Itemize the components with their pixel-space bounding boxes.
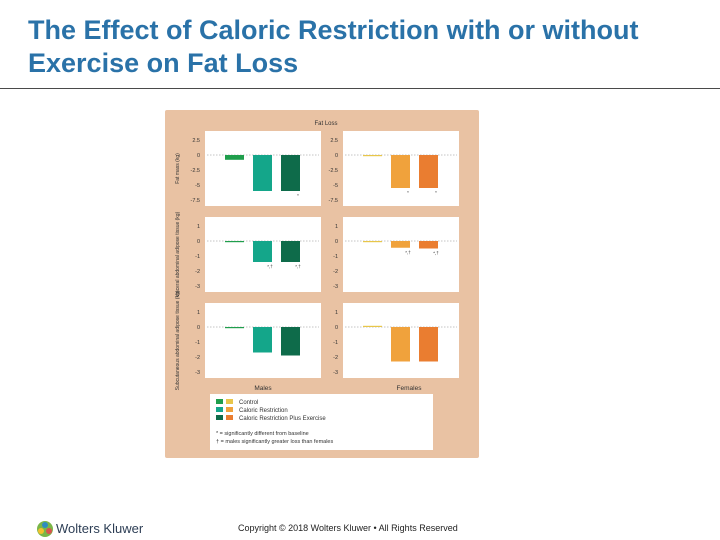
bar-females-row-1-caloric-restriction-plus-exercise bbox=[419, 241, 438, 249]
bar-females-row-2-caloric-restriction bbox=[391, 327, 410, 362]
ytick-males-row-2-0: 1 bbox=[197, 310, 200, 316]
bar-females-row-2-caloric-restriction-plus-exercise bbox=[419, 327, 438, 362]
ytick-females-row-1-3: -2 bbox=[333, 269, 338, 275]
legend-box bbox=[210, 394, 433, 450]
chart-title: Fat Loss bbox=[314, 121, 337, 127]
bar-females-row-1-caloric-restriction bbox=[391, 241, 410, 248]
bar-females-row-0-caloric-restriction-plus-exercise bbox=[419, 155, 438, 188]
legend-swatch-female-2 bbox=[226, 415, 233, 420]
group-label-males: Males bbox=[254, 385, 272, 392]
row-2-ylabel: Subcutaneous abdominal adipose tissue (k… bbox=[175, 290, 181, 390]
ytick-females-row-2-0: 1 bbox=[335, 310, 338, 316]
ytick-females-row-2-2: -1 bbox=[333, 340, 338, 346]
ytick-males-row-1-1: 0 bbox=[197, 239, 200, 245]
mark-females-row-1-2: *,† bbox=[433, 251, 439, 256]
mark-males-row-1-2: *,† bbox=[295, 264, 301, 269]
ytick-females-row-0-4: -7.5 bbox=[329, 198, 338, 204]
wolters-kluwer-logo-icon bbox=[37, 521, 53, 537]
row-0-ylabel: Fat mass (kg) bbox=[175, 153, 181, 184]
bar-males-row-0-caloric-restriction-plus-exercise bbox=[281, 155, 300, 191]
ytick-females-row-1-1: 0 bbox=[335, 239, 338, 245]
legend-swatch-male-2 bbox=[216, 415, 223, 420]
ytick-females-row-0-2: -2.5 bbox=[329, 168, 338, 174]
ytick-males-row-2-1: 0 bbox=[197, 325, 200, 331]
mark-males-row-0-2: * bbox=[297, 193, 299, 198]
bar-females-row-0-control bbox=[363, 155, 382, 157]
legend-note-1: † = males significantly greater loss tha… bbox=[216, 439, 333, 445]
legend-label-0: Control bbox=[239, 400, 258, 406]
fat-loss-chart: Fat Loss Fat mass (kg) 2.5 0 -2.5 -5 -7.5 * 2.5 0… bbox=[175, 121, 459, 450]
ytick-males-row-2-2: -1 bbox=[195, 340, 200, 346]
bar-males-row-2-control bbox=[225, 327, 244, 329]
ytick-females-row-2-1: 0 bbox=[335, 325, 338, 331]
bar-females-row-2-control bbox=[363, 325, 382, 327]
ytick-males-row-1-2: -1 bbox=[195, 254, 200, 260]
mark-males-row-1-1: *,† bbox=[267, 264, 273, 269]
ytick-males-row-0-3: -5 bbox=[195, 183, 200, 189]
ytick-males-row-2-4: -3 bbox=[195, 370, 200, 376]
ytick-males-row-2-3: -2 bbox=[195, 355, 200, 361]
bar-males-row-2-caloric-restriction bbox=[253, 327, 272, 353]
legend-swatch-female-1 bbox=[226, 407, 233, 412]
panel-females-row-1 bbox=[343, 217, 459, 292]
copyright-footer: Copyright © 2018 Wolters Kluwer • All Ri… bbox=[238, 523, 458, 533]
ytick-females-row-0-1: 0 bbox=[335, 153, 338, 159]
fat-loss-figure: Fat Loss Fat mass (kg) 2.5 0 -2.5 -5 -7.5 * 2.5 0… bbox=[165, 110, 479, 458]
legend-note-0: * = significantly different from baselin… bbox=[216, 431, 309, 437]
mark-females-row-1-1: *,† bbox=[405, 250, 411, 255]
brand-name: Wolters Kluwer bbox=[56, 521, 144, 536]
title-divider bbox=[0, 88, 720, 89]
ytick-males-row-0-0: 2.5 bbox=[192, 138, 200, 144]
mark-females-row-0-2: * bbox=[435, 190, 437, 195]
ytick-males-row-1-4: -3 bbox=[195, 284, 200, 290]
group-label-females: Females bbox=[397, 385, 423, 392]
ytick-males-row-0-2: -2.5 bbox=[191, 168, 200, 174]
bar-males-row-1-control bbox=[225, 241, 244, 243]
ytick-females-row-1-4: -3 bbox=[333, 284, 338, 290]
ytick-females-row-0-3: -5 bbox=[333, 183, 338, 189]
legend-swatch-male-1 bbox=[216, 407, 223, 412]
ytick-females-row-2-4: -3 bbox=[333, 370, 338, 376]
bar-females-row-0-caloric-restriction bbox=[391, 155, 410, 188]
ytick-females-row-2-3: -2 bbox=[333, 355, 338, 361]
mark-females-row-0-1: * bbox=[407, 190, 409, 195]
bar-males-row-2-caloric-restriction-plus-exercise bbox=[281, 327, 300, 356]
ytick-females-row-1-2: -1 bbox=[333, 254, 338, 260]
row-1-ylabel: Visceral abdominal adipose tissue (kg) bbox=[175, 211, 181, 297]
ytick-females-row-1-0: 1 bbox=[335, 224, 338, 230]
ytick-males-row-1-0: 1 bbox=[197, 224, 200, 230]
legend-label-1: Caloric Restriction bbox=[239, 408, 288, 414]
ytick-males-row-1-3: -2 bbox=[195, 269, 200, 275]
bar-males-row-0-control bbox=[225, 155, 244, 160]
slide-title: The Effect of Caloric Restriction with o… bbox=[28, 15, 639, 78]
bar-males-row-0-caloric-restriction bbox=[253, 155, 272, 191]
bar-males-row-1-caloric-restriction-plus-exercise bbox=[281, 241, 300, 262]
ytick-males-row-0-4: -7.5 bbox=[191, 198, 200, 204]
legend-swatch-male-0 bbox=[216, 399, 223, 404]
ytick-males-row-0-1: 0 bbox=[197, 153, 200, 159]
bar-males-row-1-caloric-restriction bbox=[253, 241, 272, 262]
legend-label-2: Caloric Restriction Plus Exercise bbox=[239, 416, 326, 422]
ytick-females-row-0-0: 2.5 bbox=[330, 138, 338, 144]
bar-females-row-1-control bbox=[363, 241, 382, 243]
legend-swatch-female-0 bbox=[226, 399, 233, 404]
